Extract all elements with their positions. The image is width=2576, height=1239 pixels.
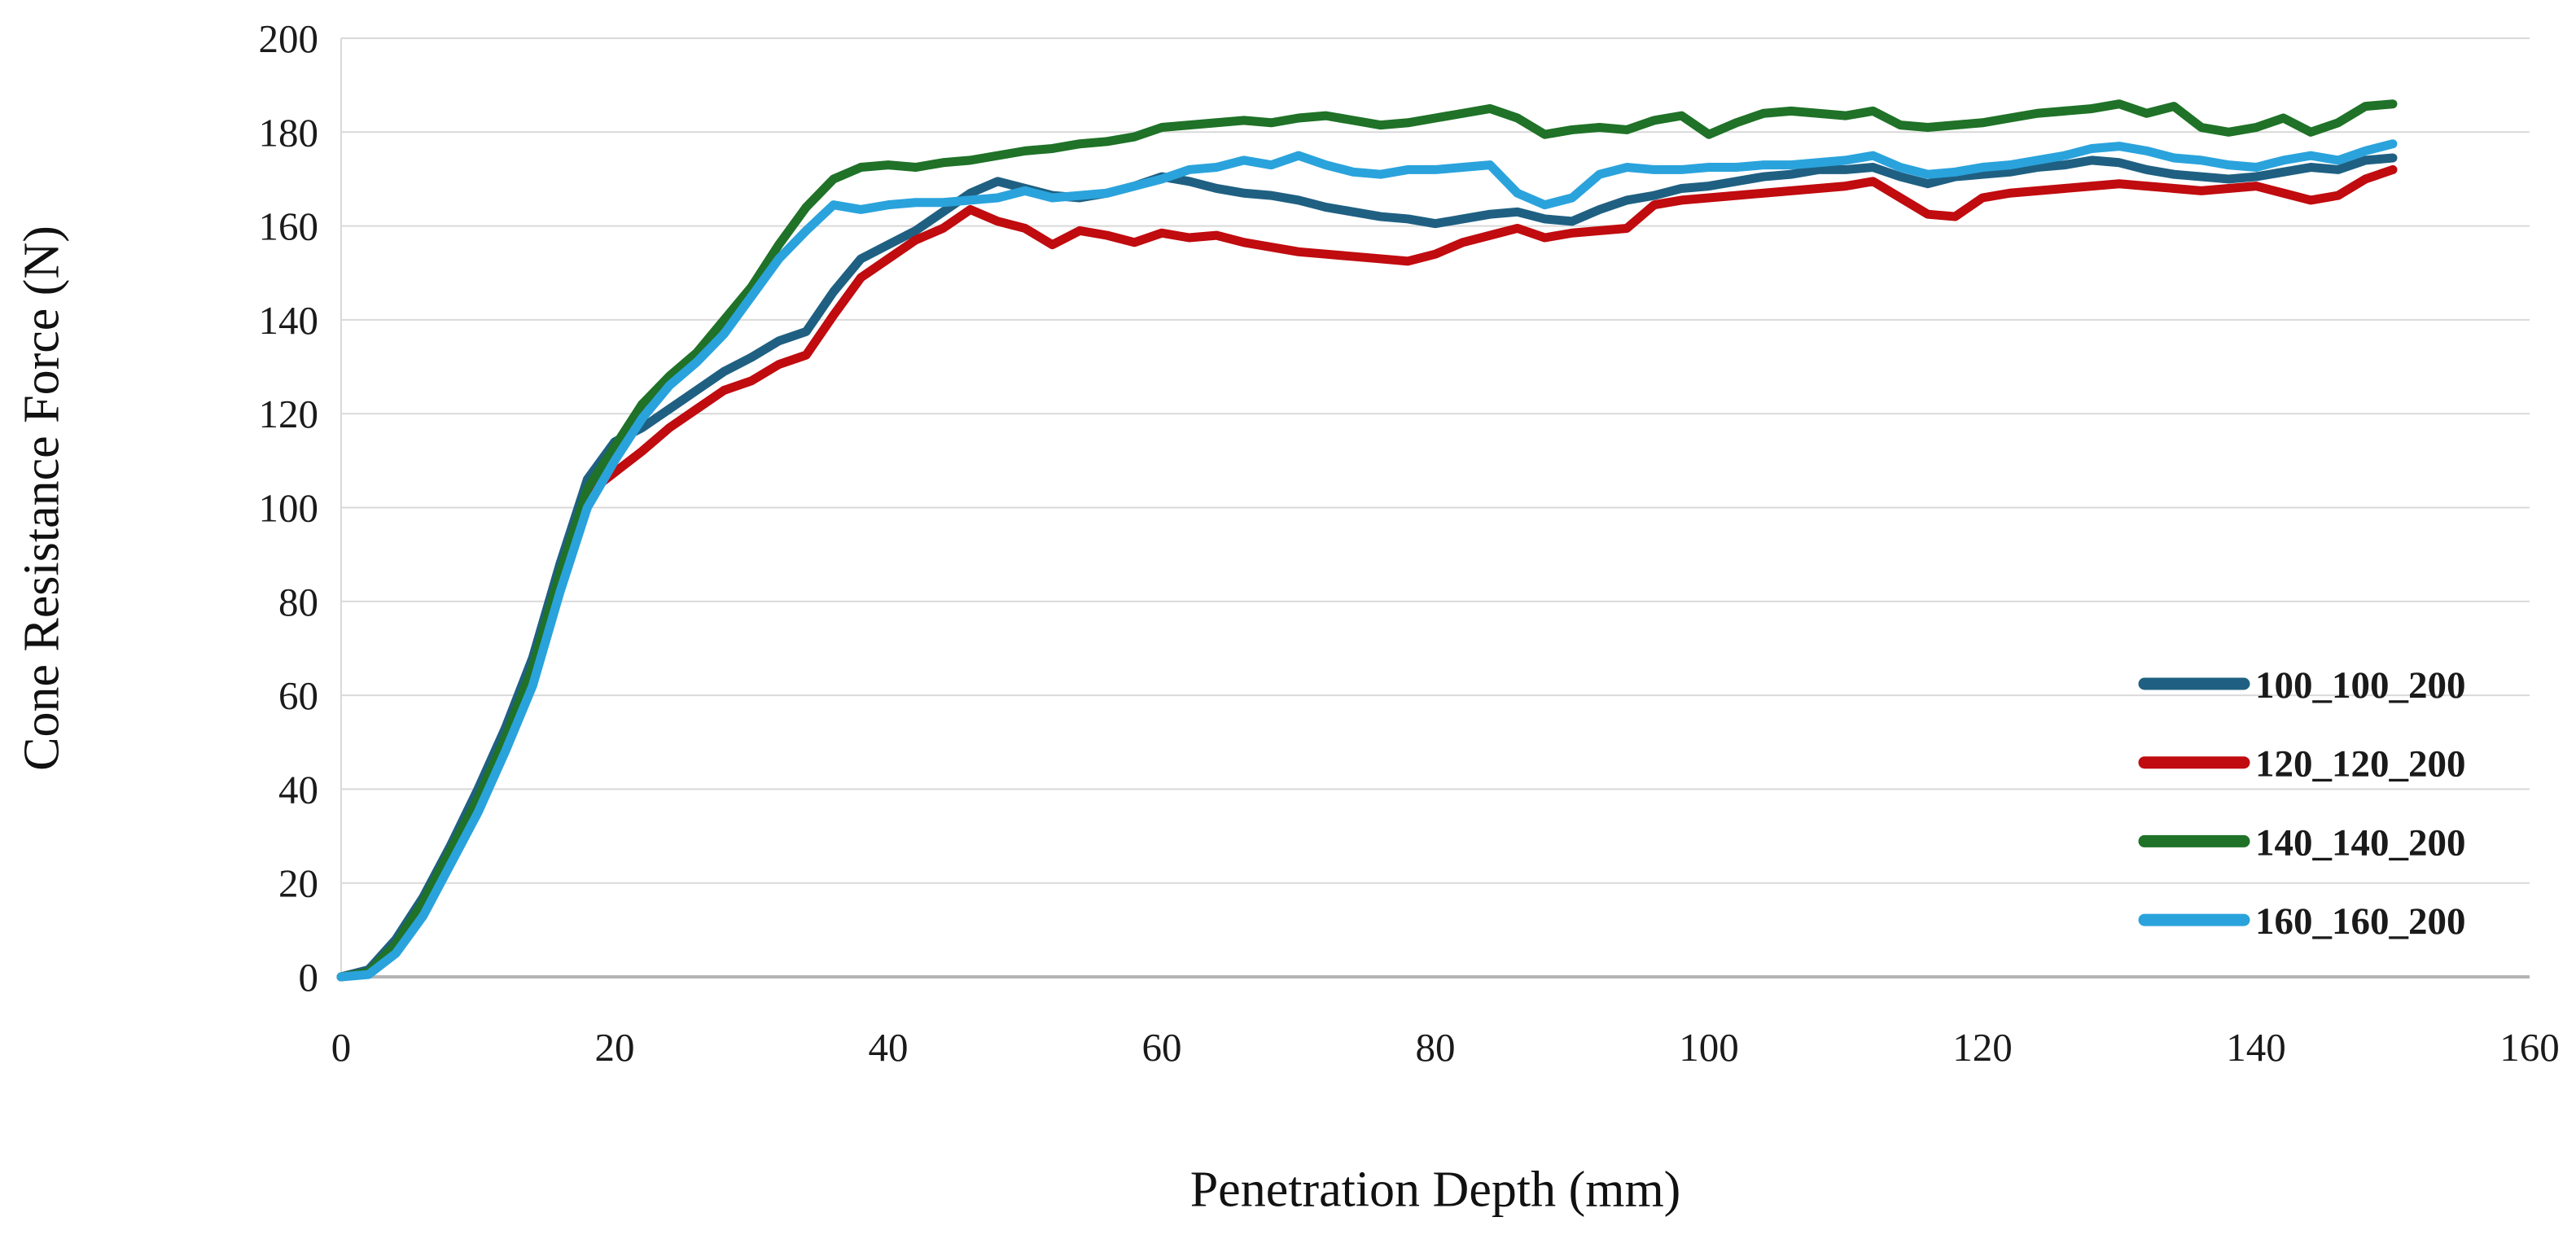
series-line-100_100_200 xyxy=(336,153,2398,982)
legend-label-100_100_200: 100_100_200 xyxy=(2255,664,2466,707)
y-tick-label-40: 40 xyxy=(278,767,318,812)
legend-label-160_160_200: 160_160_200 xyxy=(2255,900,2466,943)
y-tick-label-80: 80 xyxy=(278,580,318,624)
series-line-120_120_200 xyxy=(336,164,2398,982)
x-tick-label-20: 20 xyxy=(595,1025,635,1070)
y-tick-label-60: 60 xyxy=(278,673,318,718)
x-tick-label-40: 40 xyxy=(869,1025,909,1070)
y-tick-label-0: 0 xyxy=(299,955,319,1000)
y-axis-title: Cone Resistance Force (N) xyxy=(14,225,70,771)
x-tick-label-0: 0 xyxy=(331,1025,352,1070)
x-tick-label-80: 80 xyxy=(1416,1025,1456,1070)
series-line-160_160_200 xyxy=(336,139,2398,982)
y-tick-label-180: 180 xyxy=(259,110,319,155)
x-tick-label-100: 100 xyxy=(1679,1025,1739,1070)
series-line-140_140_200 xyxy=(336,99,2398,982)
y-tick-label-100: 100 xyxy=(259,486,319,531)
x-tick-label-60: 60 xyxy=(1142,1025,1182,1070)
y-tick-label-200: 200 xyxy=(259,16,319,61)
x-axis-title: Penetration Depth (mm) xyxy=(1189,1162,1681,1218)
y-tick-label-140: 140 xyxy=(259,298,319,343)
x-tick-label-120: 120 xyxy=(1952,1025,2013,1070)
y-tick-label-20: 20 xyxy=(278,861,318,906)
x-tick-label-160: 160 xyxy=(2499,1025,2560,1070)
y-tick-label-160: 160 xyxy=(259,204,319,249)
y-tick-label-120: 120 xyxy=(259,392,319,436)
x-tick-label-140: 140 xyxy=(2226,1025,2286,1070)
legend-label-120_120_200: 120_120_200 xyxy=(2255,743,2466,786)
legend-label-140_140_200: 140_140_200 xyxy=(2255,821,2466,864)
